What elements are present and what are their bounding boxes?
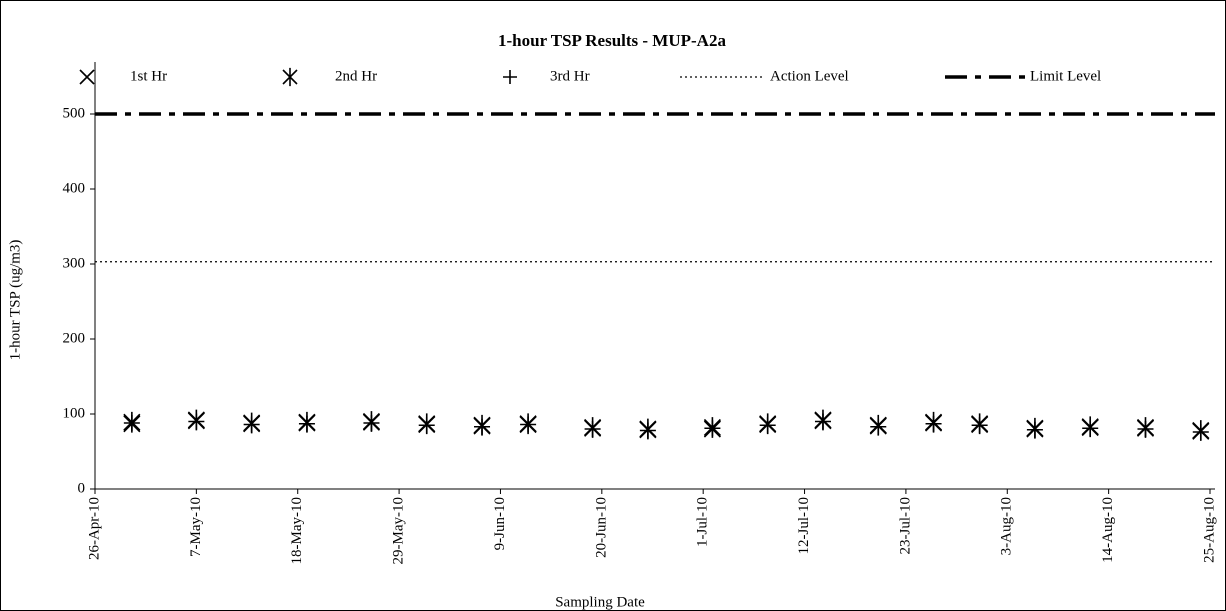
legend-marker	[503, 70, 517, 84]
legend-label: 1st Hr	[130, 68, 167, 84]
marker	[971, 417, 988, 434]
marker	[298, 415, 315, 432]
marker	[123, 415, 140, 431]
marker	[759, 417, 776, 434]
marker	[474, 418, 491, 435]
marker	[814, 413, 831, 430]
x-tick-label: 20-Jun-10	[593, 497, 609, 558]
x-tick-label: 29-May-10	[391, 497, 407, 565]
marker	[363, 415, 380, 431]
marker	[1082, 420, 1099, 437]
legend-marker	[282, 67, 298, 87]
y-tick-label: 300	[63, 255, 86, 271]
legend-label: Limit Level	[1030, 68, 1101, 84]
legend-marker	[79, 69, 95, 85]
marker	[243, 416, 260, 433]
marker	[870, 418, 887, 435]
marker	[418, 417, 435, 434]
marker	[704, 420, 721, 437]
y-tick-label: 100	[63, 405, 86, 421]
legend-label: 3rd Hr	[550, 68, 590, 84]
marker	[188, 413, 205, 430]
marker	[1026, 421, 1043, 438]
x-tick-label: 1-Jul-10	[695, 497, 711, 547]
x-axis-title: Sampling Date	[555, 594, 645, 610]
x-tick-label: 26-Apr-10	[86, 497, 102, 560]
y-axis-title: 1-hour TSP (ug/m3)	[7, 240, 23, 361]
y-tick-label: 400	[63, 180, 86, 196]
legend-label: Action Level	[770, 68, 849, 84]
y-tick-label: 200	[63, 330, 86, 346]
y-tick-label: 0	[78, 480, 86, 496]
marker	[584, 421, 601, 437]
marker	[639, 422, 656, 439]
x-tick-label: 12-Jul-10	[796, 497, 812, 555]
x-tick-label: 3-Aug-10	[999, 497, 1015, 555]
y-tick-label: 500	[63, 105, 86, 121]
legend-label: 2nd Hr	[335, 68, 377, 84]
x-tick-label: 9-Jun-10	[492, 497, 508, 550]
x-tick-label: 7-May-10	[188, 497, 204, 557]
marker	[520, 416, 537, 433]
x-tick-label: 18-May-10	[289, 497, 305, 565]
x-tick-label: 23-Jul-10	[897, 497, 913, 555]
marker	[925, 415, 942, 432]
marker	[1192, 424, 1209, 440]
x-tick-label: 25-Aug-10	[1201, 497, 1217, 563]
chart-title: 1-hour TSP Results - MUP-A2a	[498, 31, 726, 50]
x-tick-label: 14-Aug-10	[1100, 497, 1116, 563]
marker	[1137, 421, 1154, 437]
